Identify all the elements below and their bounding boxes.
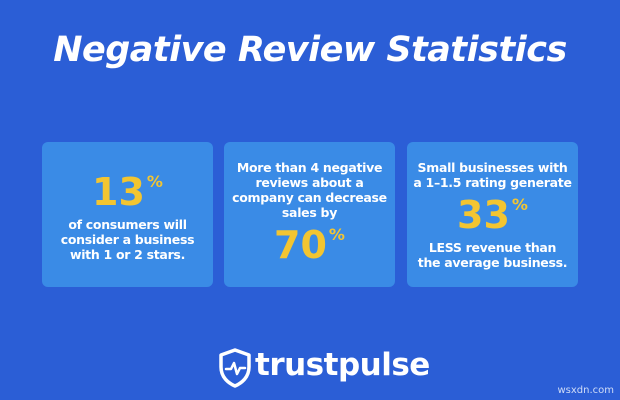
- stat-unit: %: [511, 194, 528, 214]
- stat-unit: %: [328, 224, 345, 244]
- logo-text: trustpulse: [255, 347, 430, 383]
- stat-value: 33: [457, 192, 510, 237]
- card-text: reviews about a: [255, 174, 364, 190]
- card-text: More than 4 negative: [236, 159, 383, 175]
- card-text: of consumers will: [68, 217, 187, 232]
- watermark: wsxdn.com: [557, 385, 614, 396]
- stat-card: More than 4 negative reviews about a compa…: [224, 142, 395, 287]
- card-text: the average business.: [417, 254, 568, 270]
- card-text: company can decrease: [232, 189, 387, 205]
- stat-unit: %: [146, 172, 163, 191]
- title: Negative Review Statistics: [53, 30, 567, 70]
- stat-value-group: 13%: [92, 169, 163, 215]
- card-text: LESS revenue than: [428, 239, 557, 255]
- card-text: consider a business: [60, 232, 195, 247]
- card-text: a 1–1.5 rating generate: [413, 174, 572, 190]
- card-text: with 1 or 2 stars.: [69, 247, 186, 262]
- stat-card: Small businesses with a 1–1.5 rating gene…: [407, 142, 578, 287]
- stat-card: 13% of consumers will consider a business w…: [42, 142, 213, 287]
- card-text: Small businesses with: [417, 159, 568, 175]
- logo-icon: [219, 348, 251, 388]
- stat-value-group: 70%: [274, 222, 345, 268]
- stat-value: 13: [92, 170, 145, 214]
- card-text: sales by: [281, 204, 338, 220]
- stat-value-group: 33%: [457, 192, 528, 238]
- stat-value: 70: [274, 222, 327, 267]
